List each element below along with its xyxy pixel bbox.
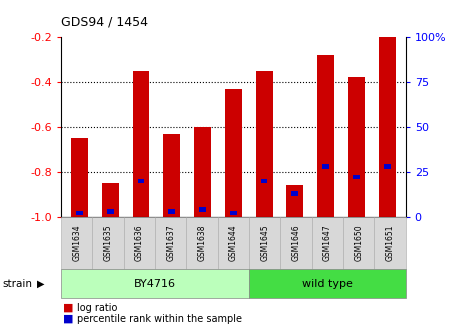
Text: percentile rank within the sample: percentile rank within the sample	[77, 313, 242, 324]
Bar	[384, 164, 391, 169]
Text: GSM1635: GSM1635	[104, 224, 113, 261]
Text: ■: ■	[63, 313, 74, 324]
Text: wild type: wild type	[302, 279, 353, 289]
Bar	[317, 55, 334, 217]
Bar	[194, 127, 211, 217]
Text: GSM1645: GSM1645	[260, 224, 269, 261]
Text: GSM1651: GSM1651	[386, 224, 394, 261]
Bar	[292, 191, 298, 196]
Bar	[199, 207, 206, 212]
Bar	[353, 175, 360, 179]
Text: strain: strain	[2, 279, 32, 289]
Text: GSM1636: GSM1636	[135, 224, 144, 261]
Text: GSM1634: GSM1634	[72, 224, 81, 261]
Text: GSM1647: GSM1647	[323, 224, 332, 261]
Bar	[137, 178, 144, 183]
Bar	[163, 134, 180, 217]
Bar	[225, 89, 242, 217]
Bar	[256, 71, 272, 217]
Text: BY4716: BY4716	[134, 279, 176, 289]
Bar	[102, 183, 119, 217]
Text: GSM1638: GSM1638	[197, 224, 206, 261]
Bar	[76, 211, 83, 215]
Text: GSM1644: GSM1644	[229, 224, 238, 261]
Bar	[379, 37, 396, 217]
Text: GDS94 / 1454: GDS94 / 1454	[61, 15, 148, 29]
Text: GSM1650: GSM1650	[354, 224, 363, 261]
Bar	[71, 138, 88, 217]
Bar	[107, 209, 113, 214]
Bar	[348, 77, 365, 217]
Text: GSM1637: GSM1637	[166, 224, 175, 261]
Text: ▶: ▶	[37, 279, 44, 289]
Bar	[133, 71, 150, 217]
Bar	[230, 211, 237, 215]
Text: GSM1646: GSM1646	[292, 224, 301, 261]
Text: log ratio: log ratio	[77, 303, 118, 313]
Bar	[168, 209, 175, 214]
Bar	[287, 185, 303, 217]
Bar	[322, 164, 329, 169]
Text: ■: ■	[63, 303, 74, 313]
Bar	[261, 178, 267, 183]
